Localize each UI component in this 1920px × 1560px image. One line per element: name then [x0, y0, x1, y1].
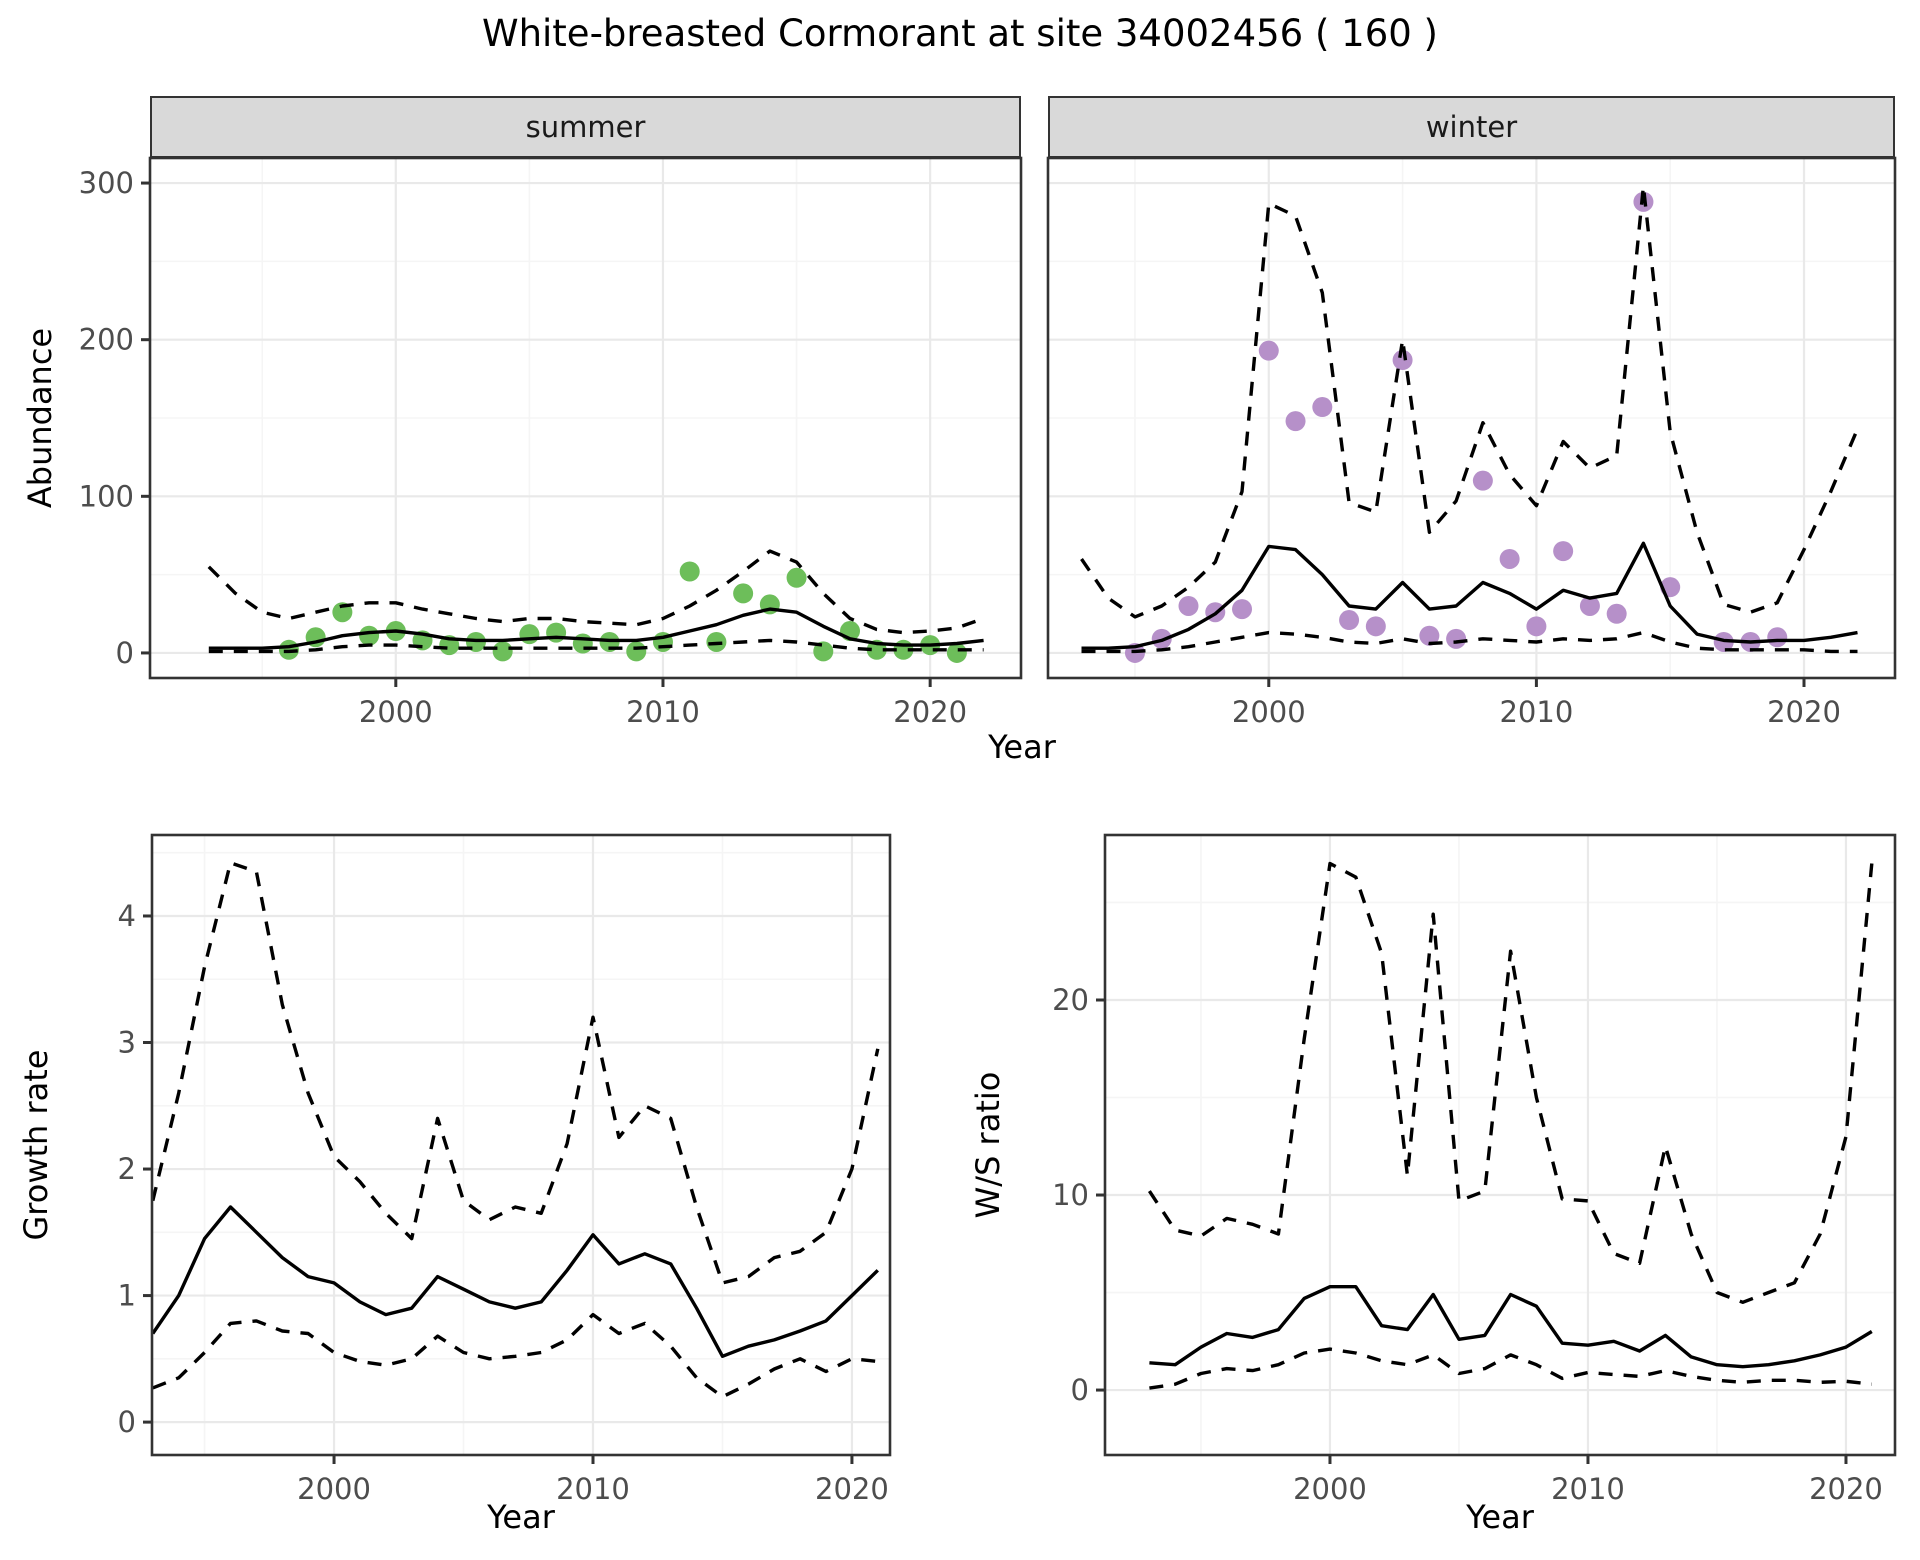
x-tick-label: 2000 [1232, 695, 1306, 729]
growth-rate-panel-border [150, 833, 892, 1457]
plot-title: White-breasted Cormorant at site 3400245… [481, 12, 1438, 55]
abundance-winter-data-point [1419, 625, 1440, 646]
y-tick-label: 200 [79, 323, 134, 357]
abundance-winter-data-point [1606, 603, 1627, 624]
abundance-winter-upper-ci-line [1080, 184, 1860, 619]
y-tick-label: 300 [79, 166, 134, 200]
x-axis-title-year-ws: Year [1466, 1498, 1534, 1536]
abundance-winter-data-point [1312, 397, 1333, 418]
abundance-summer-data-point [519, 624, 540, 645]
abundance-summer-data-point [572, 633, 593, 654]
abundance-winter-data-point [1499, 548, 1520, 569]
x-tick-label: 2010 [556, 1472, 630, 1506]
y-axis-title-growth-rate: Growth rate [17, 1049, 55, 1241]
x-tick-label: 2010 [1499, 695, 1573, 729]
ws-ratio-fit-line [1149, 1284, 1873, 1369]
x-tick-label: 2020 [1809, 1472, 1883, 1506]
x-axis-title-year-growth: Year [487, 1498, 555, 1536]
abundance-winter-data-point [1339, 610, 1360, 631]
abundance-winter-data-point [1553, 541, 1574, 562]
abundance-summer-data-point [733, 583, 754, 604]
growth-rate-panel: 2000 2010 2020 0 1 2 3 4 [118, 833, 892, 1506]
abundance-summer-data-point [679, 561, 700, 582]
abundance-winter-fit-line [1081, 541, 1858, 650]
y-axis-title-abundance: Abundance [21, 327, 59, 509]
facet-strip-summer-label: summer [525, 110, 646, 144]
abundance-winter-data-point [1579, 595, 1600, 616]
x-tick-label: 2020 [815, 1472, 889, 1506]
abundance-summer-data-point [359, 625, 380, 646]
abundance-winter-data-point [1258, 340, 1279, 361]
growth-rate-lower-ci-line [152, 1312, 878, 1399]
abundance-winter-panel: 2000 2010 2020 [1046, 156, 1897, 729]
y-tick-label: 0 [116, 636, 134, 670]
x-tick-label: 2010 [1551, 1472, 1625, 1506]
abundance-summer-data-point [813, 641, 834, 662]
y-tick-label: 20 [1052, 983, 1089, 1017]
x-tick-label: 2000 [1293, 1472, 1367, 1506]
y-axis-title-ws-ratio: W/S ratio [969, 1071, 1007, 1219]
y-tick-label: 3 [118, 1026, 136, 1060]
abundance-summer-data-point [546, 622, 567, 643]
abundance-summer-upper-ci-line [207, 549, 985, 635]
y-tick-label: 4 [118, 899, 136, 933]
abundance-winter-data-point [1365, 616, 1386, 637]
abundance-winter-lower-ci-line [1081, 630, 1858, 654]
y-tick-label: 0 [1071, 1373, 1089, 1407]
y-tick-label: 10 [1052, 1178, 1089, 1212]
ws-ratio-upper-ci-line [1147, 861, 1874, 1305]
abundance-winter-data-point [1178, 595, 1199, 616]
abundance-winter-data-point [1285, 411, 1306, 432]
abundance-winter-data-point [1446, 628, 1467, 649]
abundance-summer-data-point [946, 642, 967, 663]
x-tick-label: 2000 [359, 695, 433, 729]
ws-ratio-panel-border [1103, 833, 1897, 1457]
abundance-summer-panel: 2000 2010 2020 0 100 200 300 [79, 156, 1023, 729]
y-tick-label: 100 [79, 479, 134, 513]
abundance-summer-fit-line [208, 607, 984, 650]
y-tick-label: 0 [118, 1405, 136, 1439]
ws-ratio-panel: 2000 2010 2020 0 10 20 [1052, 833, 1897, 1506]
abundance-winter-panel-border [1046, 156, 1897, 680]
ws-ratio-lower-ci-line [1149, 1347, 1872, 1390]
abundance-winter-data-point [1392, 350, 1413, 371]
abundance-winter-data-point [1526, 616, 1547, 637]
abundance-summer-panel-border [148, 156, 1023, 680]
x-tick-label: 2020 [893, 695, 967, 729]
abundance-winter-data-point [1767, 627, 1788, 648]
x-axis-title-year-top: Year [988, 728, 1056, 766]
y-tick-label: 2 [118, 1152, 136, 1186]
facet-strip-summer: summer [150, 96, 1021, 158]
abundance-summer-data-point [332, 602, 353, 623]
abundance-summer-data-point [626, 641, 647, 662]
abundance-winter-data-point [1472, 470, 1493, 491]
abundance-summer-lower-ci-line [208, 638, 984, 654]
abundance-summer-data-point [492, 641, 513, 662]
x-tick-label: 2000 [297, 1472, 371, 1506]
abundance-winter-data-point [1232, 599, 1253, 620]
abundance-summer-data-point [786, 567, 807, 588]
facet-strip-winter: winter [1048, 96, 1895, 158]
facet-strip-winter-label: winter [1425, 110, 1518, 144]
x-tick-label: 2020 [1767, 695, 1841, 729]
y-tick-label: 1 [118, 1279, 136, 1313]
growth-rate-upper-ci-line [152, 861, 880, 1285]
growth-rate-fit-line [152, 1205, 879, 1359]
x-tick-label: 2010 [626, 695, 700, 729]
